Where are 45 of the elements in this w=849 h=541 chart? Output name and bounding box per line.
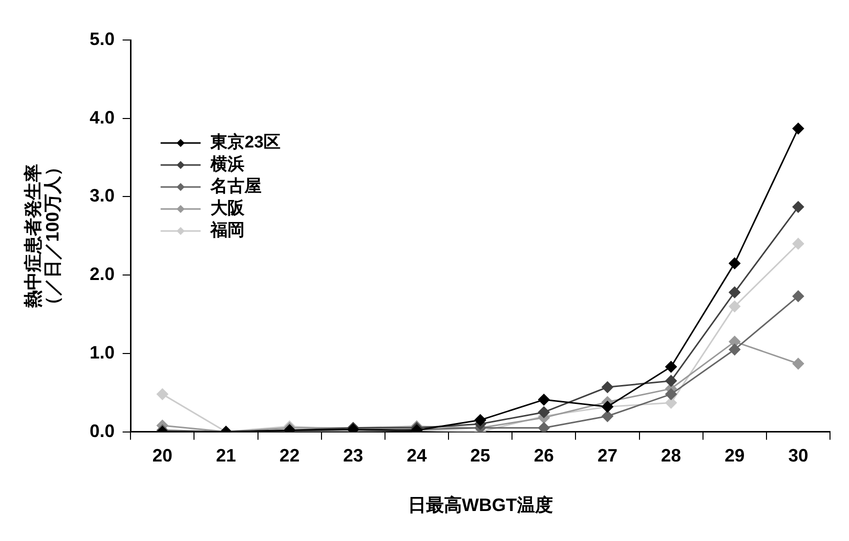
y-axis-title: 熱中症患者発生率（／日／100万人） <box>22 158 63 314</box>
x-axis-title: 日最高WBGT温度 <box>408 495 553 516</box>
point <box>665 361 677 373</box>
point <box>665 375 677 387</box>
point <box>792 122 804 134</box>
point <box>602 381 614 393</box>
point <box>538 406 550 418</box>
point <box>474 414 486 426</box>
x-tick-label: 20 <box>152 446 172 466</box>
point <box>538 422 550 432</box>
point <box>728 336 740 348</box>
x-tick-label: 30 <box>788 446 808 466</box>
x-tick-label: 29 <box>724 446 745 466</box>
point <box>728 300 740 312</box>
legend-label: 大阪 <box>210 198 246 218</box>
point <box>792 201 804 213</box>
y-tick-label: 4.0 <box>90 107 115 128</box>
point <box>728 286 740 298</box>
point <box>792 290 804 302</box>
point <box>728 344 740 356</box>
x-tick-label: 27 <box>597 446 618 466</box>
y-tick-label: 1.0 <box>90 342 115 362</box>
point <box>665 397 677 409</box>
x-tick-label: 25 <box>470 446 490 466</box>
legend-label: 福岡 <box>210 220 245 240</box>
x-tick-label: 21 <box>216 446 236 466</box>
y-tick-label: 5.0 <box>90 28 115 49</box>
point <box>602 410 614 422</box>
y-tick-label: 2.0 <box>90 264 115 284</box>
x-tick-label: 26 <box>534 446 554 466</box>
x-tick-label: 22 <box>280 446 300 466</box>
y-tick-label: 0.0 <box>90 420 115 441</box>
legend-label: 横浜 <box>210 154 245 174</box>
point <box>728 258 740 270</box>
x-tick-label: 28 <box>661 446 682 466</box>
point <box>665 388 677 400</box>
legend-label: 東京23区 <box>210 132 281 152</box>
legend-label: 名古屋 <box>210 176 262 196</box>
point <box>792 238 804 250</box>
point <box>156 388 168 400</box>
point <box>538 394 550 406</box>
x-tick-label: 23 <box>343 446 364 466</box>
x-tick-label: 24 <box>406 446 427 466</box>
y-tick-label: 3.0 <box>90 186 115 206</box>
point <box>792 358 804 370</box>
